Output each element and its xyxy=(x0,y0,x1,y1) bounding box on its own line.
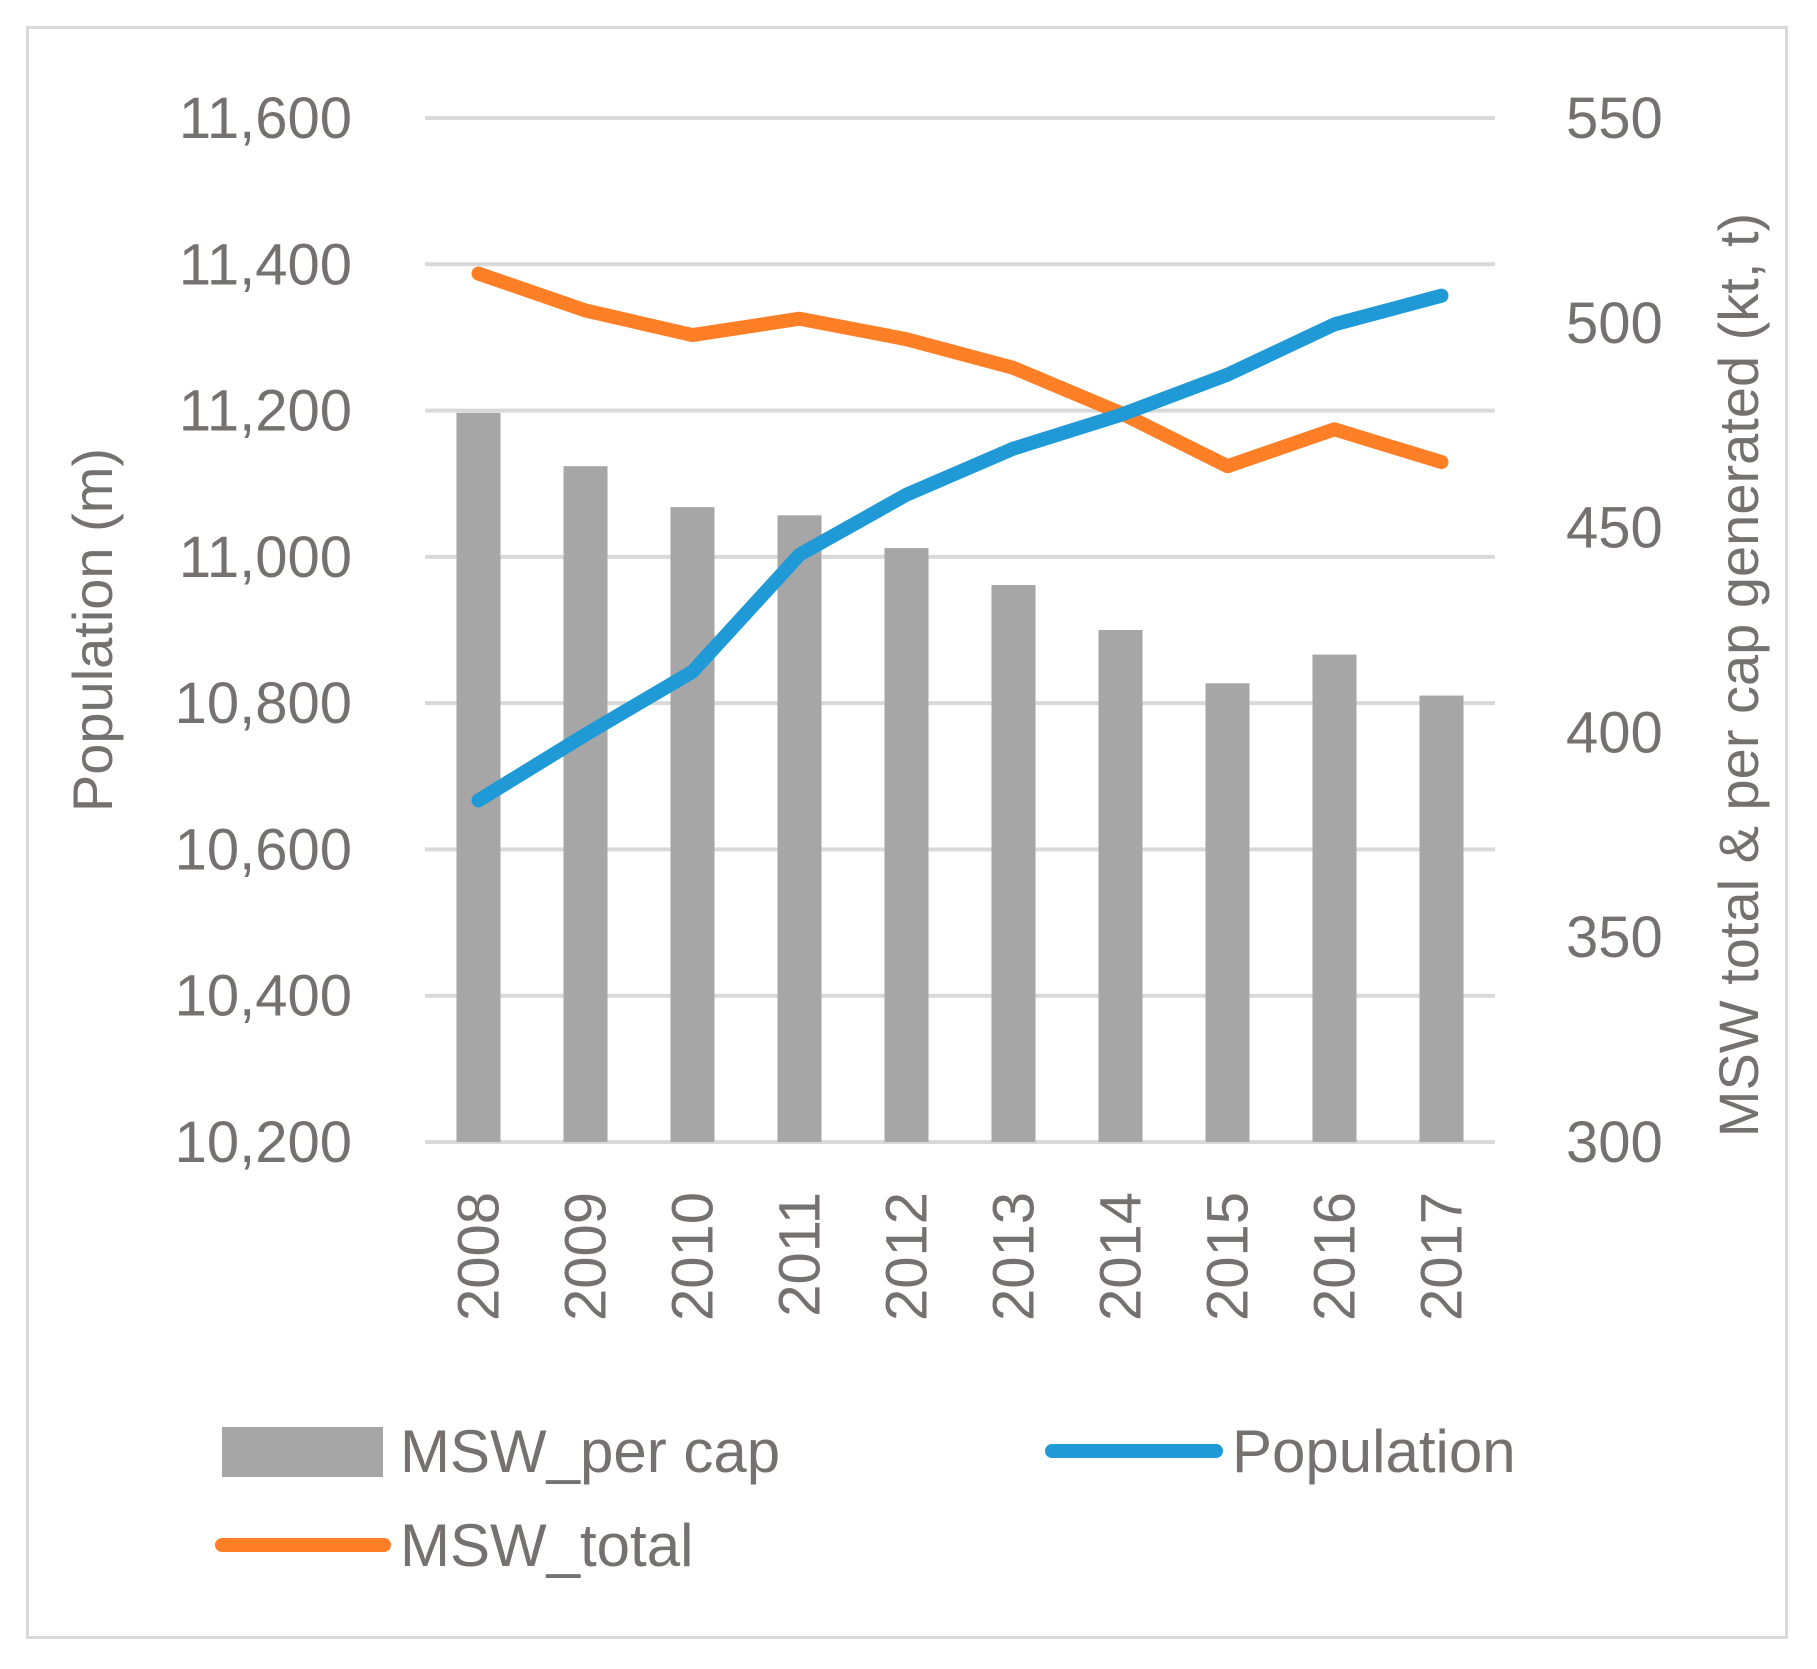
line-msw-total[interactable] xyxy=(471,266,1449,474)
left-tick-label: 10,400 xyxy=(175,964,352,1029)
bar-msw-per-cap[interactable] xyxy=(670,507,715,1142)
line-population[interactable] xyxy=(471,288,1449,808)
x-tick-label: 2008 xyxy=(447,1192,512,1321)
line-series xyxy=(471,266,1449,808)
bar-msw-per-cap[interactable] xyxy=(1419,695,1464,1142)
x-tick-label: 2015 xyxy=(1196,1192,1261,1321)
bar-msw-per-cap[interactable] xyxy=(1098,630,1143,1142)
left-tick-label: 10,800 xyxy=(175,671,352,736)
legend-label-msw-per-cap: MSW_per cap xyxy=(400,1418,780,1485)
legend[interactable]: MSW_per cap Population MSW_total xyxy=(215,1418,1516,1579)
legend-item-msw-total[interactable]: MSW_total xyxy=(215,1512,693,1579)
left-tick-label: 11,400 xyxy=(179,232,352,297)
x-tick-label: 2012 xyxy=(875,1192,940,1321)
legend-swatch-msw-per-cap xyxy=(222,1427,383,1477)
right-tick-label: 350 xyxy=(1566,905,1663,970)
left-tick-label: 11,600 xyxy=(179,86,352,151)
left-axis-title: Population (m) xyxy=(61,448,124,812)
x-tick-label: 2009 xyxy=(554,1192,619,1321)
x-axis-ticks: 2008 2009 2010 2011 2012 2013 2014 2015 2016 2017 xyxy=(447,1192,1475,1321)
right-tick-label: 450 xyxy=(1566,496,1663,561)
left-axis-ticks: 10,200 10,400 10,600 10,800 11,000 11,200 11,4… xyxy=(175,86,352,1175)
right-tick-label: 300 xyxy=(1566,1110,1663,1175)
right-tick-label: 500 xyxy=(1566,291,1663,356)
right-tick-label: 400 xyxy=(1566,700,1663,765)
x-tick-label: 2014 xyxy=(1089,1192,1154,1321)
bar-msw-per-cap[interactable] xyxy=(563,466,608,1142)
bar-msw-per-cap[interactable] xyxy=(884,548,929,1142)
x-tick-label: 2017 xyxy=(1410,1192,1475,1321)
bar-msw-per-cap[interactable] xyxy=(456,412,501,1142)
bar-msw-per-cap[interactable] xyxy=(991,584,1036,1142)
legend-item-msw-per-cap[interactable]: MSW_per cap xyxy=(222,1418,780,1485)
right-tick-label: 550 xyxy=(1566,86,1663,151)
x-tick-label: 2010 xyxy=(661,1192,726,1321)
left-tick-label: 10,200 xyxy=(175,1110,352,1175)
x-tick-label: 2013 xyxy=(982,1192,1047,1321)
legend-label-population: Population xyxy=(1232,1418,1516,1485)
right-axis-ticks: 300 350 400 450 500 550 xyxy=(1566,86,1663,1175)
left-tick-label: 11,000 xyxy=(179,525,352,590)
bar-msw-per-cap[interactable] xyxy=(1205,683,1250,1142)
bar-series-msw-per-cap xyxy=(456,412,1464,1142)
legend-label-msw-total: MSW_total xyxy=(400,1512,693,1579)
bar-msw-per-cap[interactable] xyxy=(1312,654,1357,1142)
left-tick-label: 10,600 xyxy=(175,817,352,882)
x-tick-label: 2011 xyxy=(768,1192,833,1317)
x-tick-label: 2016 xyxy=(1303,1192,1368,1321)
right-axis-title: MSW total & per cap generated (kt, t) xyxy=(1707,213,1770,1137)
bar-msw-per-cap[interactable] xyxy=(777,515,822,1142)
left-tick-label: 11,200 xyxy=(179,379,352,444)
legend-item-population[interactable]: Population xyxy=(1045,1418,1516,1485)
